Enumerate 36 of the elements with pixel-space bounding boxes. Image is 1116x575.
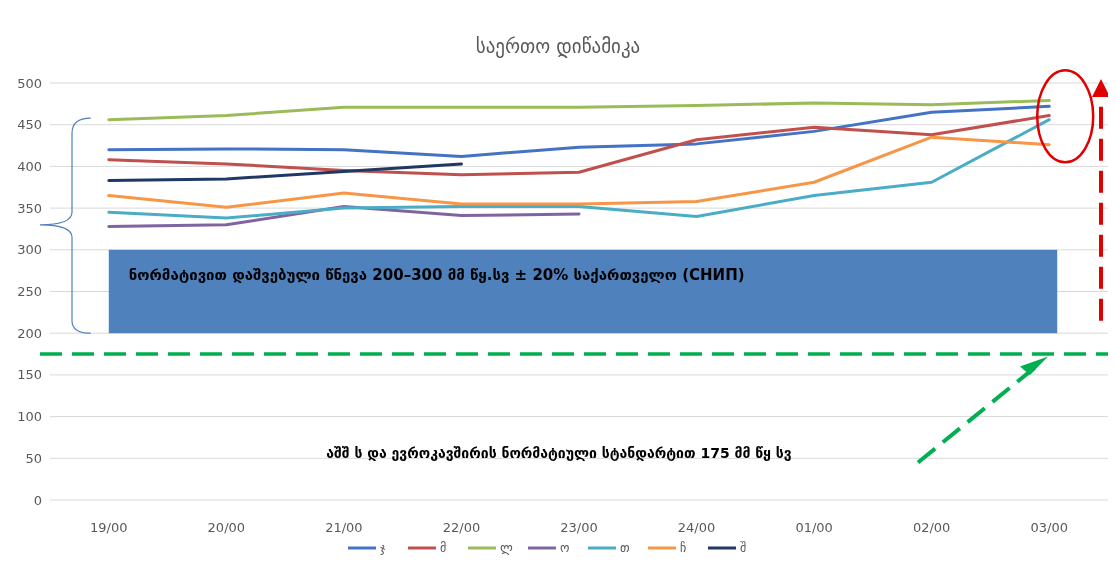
line-series <box>107 104 1051 158</box>
legend-label: ჩ <box>680 541 687 556</box>
legend-label: თ <box>620 541 630 556</box>
legend-label: შ <box>740 541 747 556</box>
annotation: აშშ ს და ევროკავშირის ნორმატიული სტანდარტით 175 მმ წყ სვ <box>326 445 792 461</box>
legend-label: ლ <box>500 541 513 556</box>
x-tick-label: 19/00 <box>90 520 128 535</box>
y-tick-label: 250 <box>17 284 42 300</box>
line-series <box>107 114 1051 177</box>
x-tick-label: 24/00 <box>677 520 716 535</box>
x-tick-label: 01/00 <box>795 520 833 535</box>
y-tick-label: 200 <box>17 325 42 341</box>
line-series <box>107 118 1051 220</box>
x-tick-label: 23/00 <box>560 520 598 535</box>
x-tick-label: 21/00 <box>325 520 363 535</box>
y-tick-label: 400 <box>17 158 42 174</box>
x-tick-label: 22/00 <box>442 520 481 535</box>
y-tick-label: 450 <box>17 117 42 133</box>
x-tick-label: 03/00 <box>1030 520 1068 535</box>
legend-label: მ <box>440 541 447 556</box>
legend-label: ჯ <box>380 541 386 556</box>
x-tick-label: 02/00 <box>912 520 951 535</box>
band-label: ნორმატივით დაშვებული წნევა 200–300 მმ წყ.სვ ± 20% საქართველო (СНИП) <box>128 265 745 284</box>
y-tick-label: 500 <box>17 75 42 91</box>
x-tick-label: 20/00 <box>207 520 246 535</box>
line-series <box>107 162 463 183</box>
y-tick-label: 350 <box>17 200 42 216</box>
y-tick-label: 150 <box>17 367 42 383</box>
y-tick-label: 0 <box>33 492 42 508</box>
chart-title: საერთო დიწამიკა <box>475 35 641 58</box>
y-tick-label: 300 <box>17 242 42 258</box>
y-tick-label: 50 <box>25 450 42 466</box>
y-tick-label: 100 <box>17 409 42 425</box>
line-series <box>107 135 1051 209</box>
line-series <box>107 99 1051 122</box>
legend-label: ო <box>560 541 570 556</box>
